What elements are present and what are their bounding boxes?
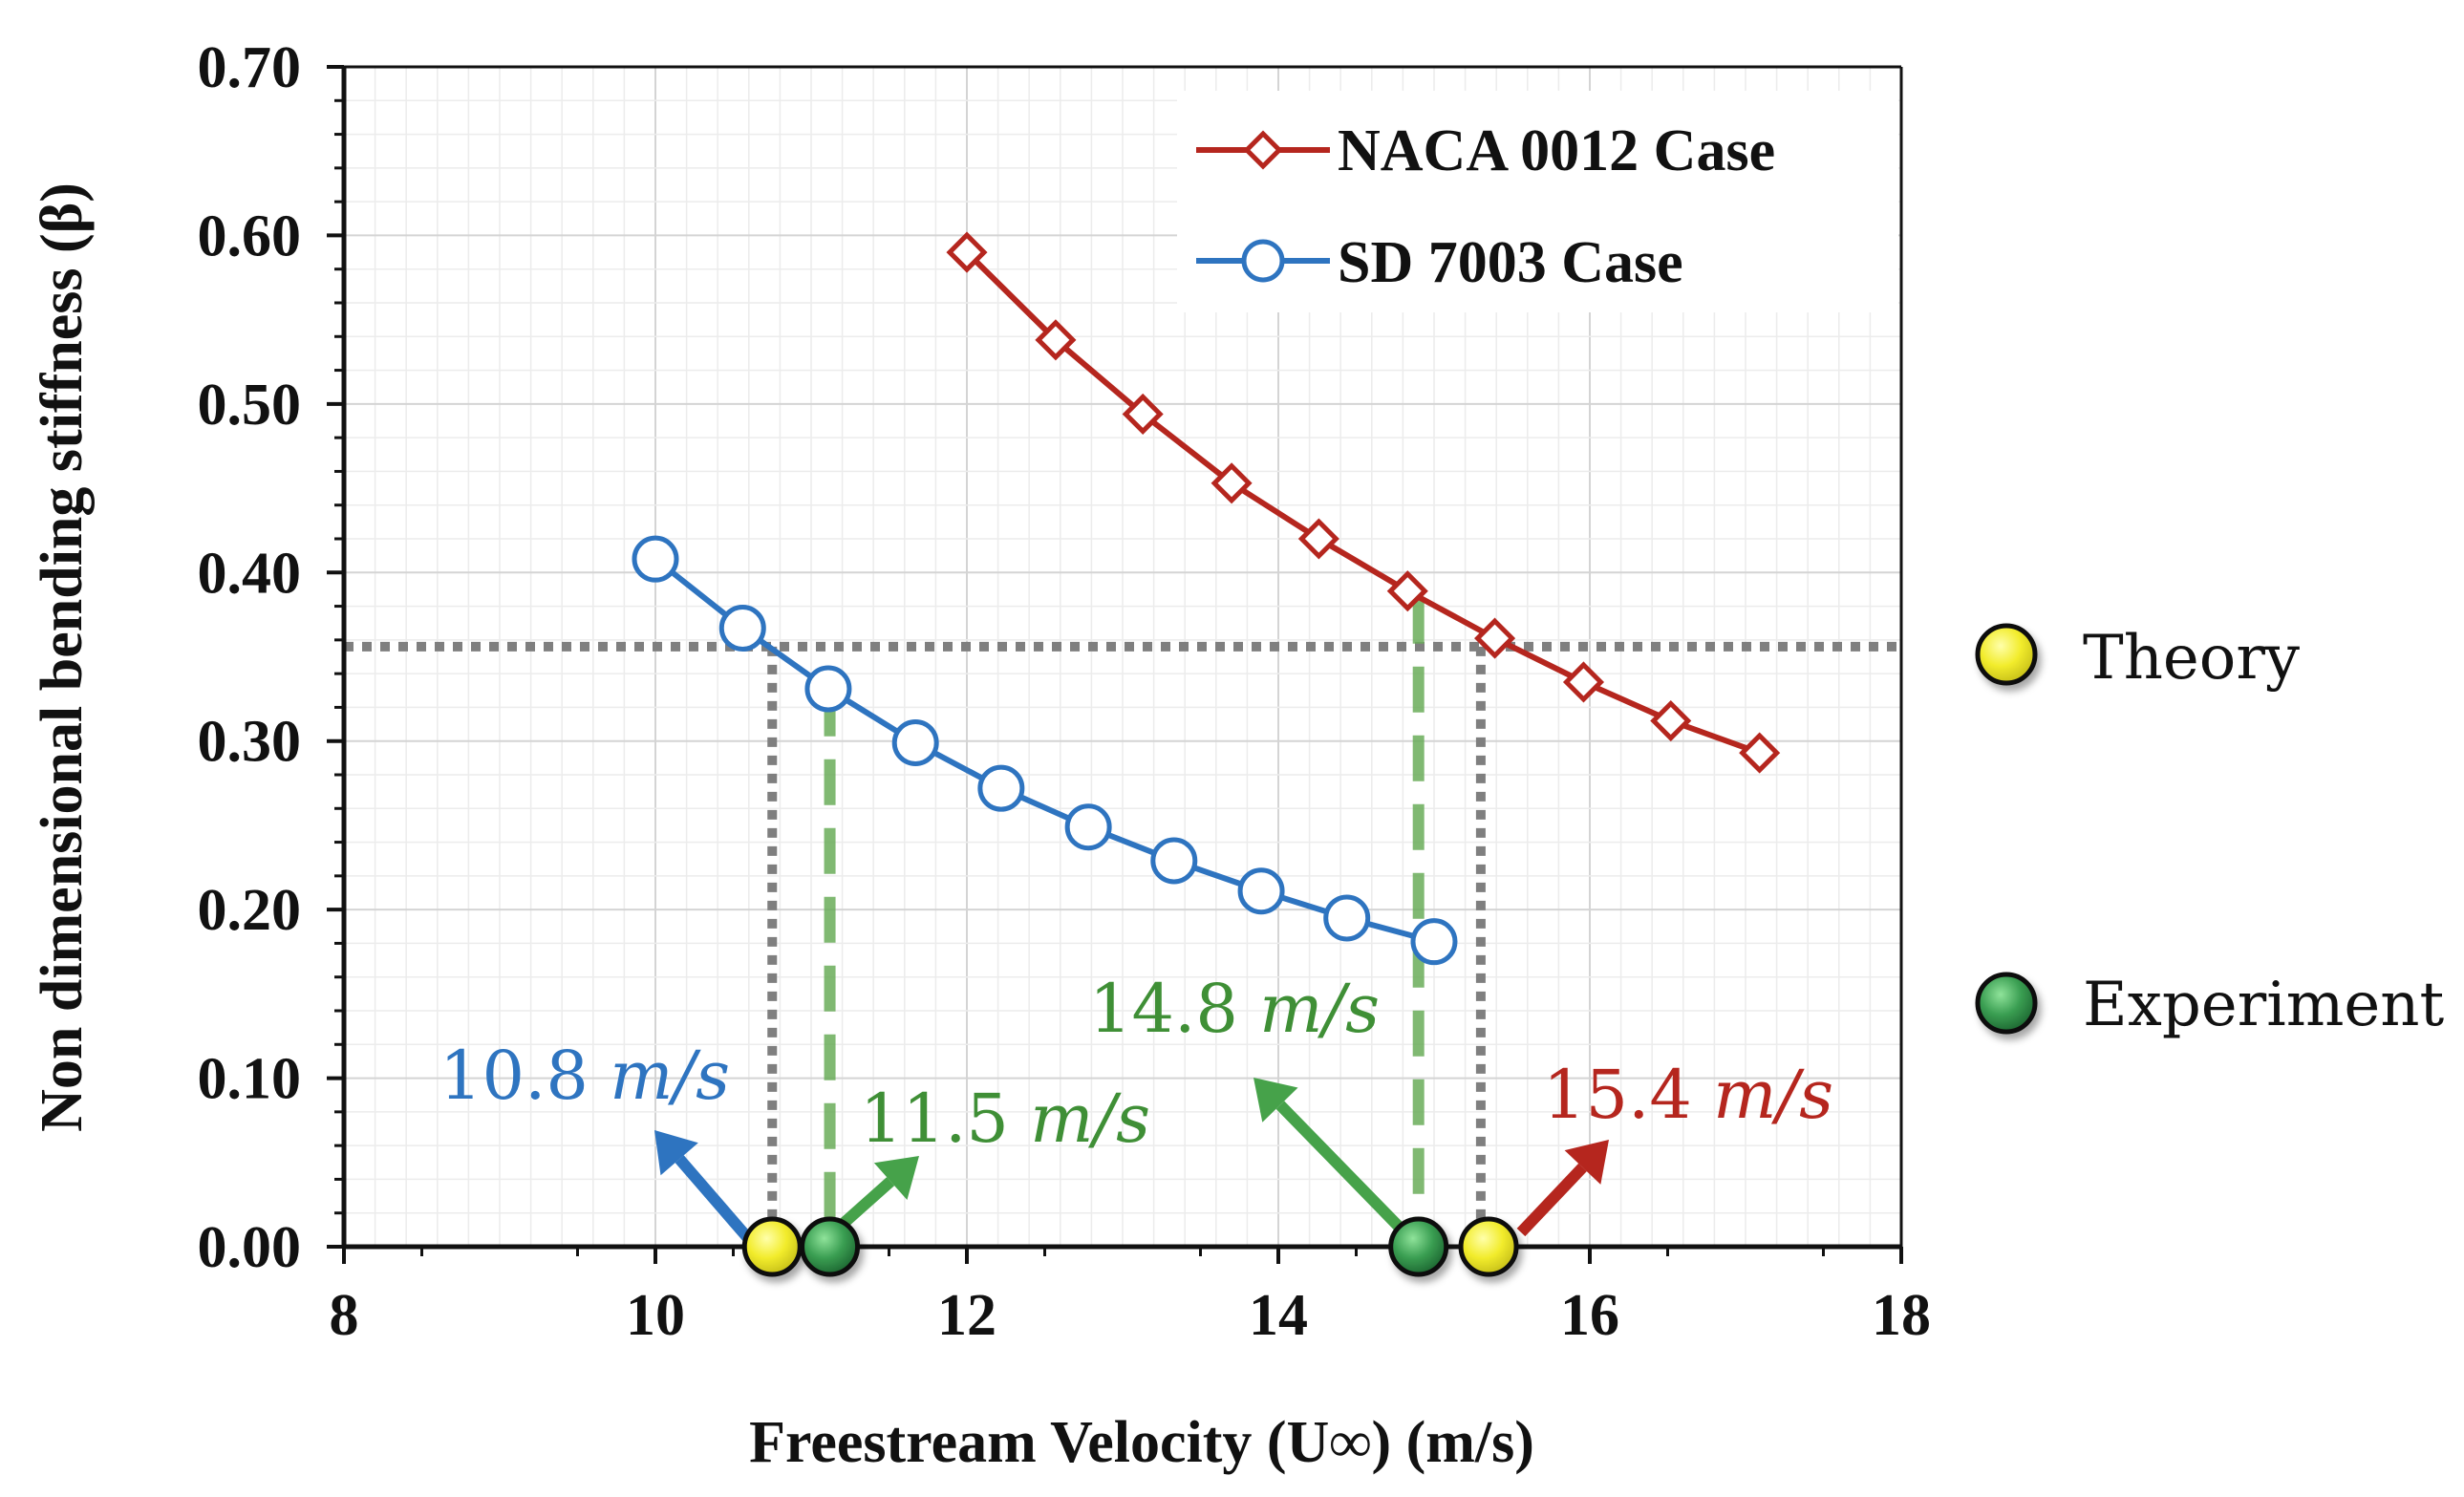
series-layer [632,231,1781,966]
y-tick-label: 0.10 [198,1047,302,1112]
sd-data-point [1410,918,1458,966]
legend-sd-label: SD 7003 Case [1338,230,1683,295]
axes-frame [341,65,1903,1250]
sd-data-point [891,718,939,766]
experiment-legend-label: Experiment [2083,970,2445,1040]
annotation-arrows [654,1078,1609,1241]
legend-entry-sd: SD 7003 Case [1196,230,1683,295]
sd-data-point [1237,867,1285,915]
x-axis-title: Freestream Velocity (U∞) (m/s) [749,1410,1534,1475]
legend-naca-marker [1243,130,1283,170]
x-tick-label: 10 [626,1283,685,1348]
sd-data-point [1323,894,1371,942]
legend-naca-label: NACA 0012 Case [1338,118,1775,183]
reference-lines [344,597,1901,1247]
theory-legend-marker [1975,623,2038,686]
velocity-annotations: 10.8 m/s11.5 m/s14.8 m/s15.4 m/s [439,970,1833,1158]
annotation-arrow-head [654,1130,698,1176]
tick-labels: 8 10 12 14 16 18 0.00 0.10 0.20 0.30 0.40 0.50 0.60 0… [198,35,1932,1348]
annotation-value: 11.5 [860,1080,1030,1158]
velocity-annotation: 14.8 m/s [1089,970,1380,1048]
sd-data-point [1064,803,1112,851]
annotation-value: 14.8 [1089,970,1259,1048]
naca-data-point [946,231,988,273]
naca-data-point [1035,319,1077,361]
y-tick-label: 0.50 [198,373,302,438]
x-tick-label: 12 [937,1283,996,1348]
theory-point [1458,1216,1519,1277]
sd-data-point [1150,837,1198,885]
series-line-sd [653,556,1435,945]
x-tick-label: 18 [1872,1283,1931,1348]
naca-data-point [1650,700,1692,742]
x-tick-label: 14 [1249,1283,1308,1348]
annotation-unit: m/s [1713,1056,1833,1134]
y-tick-label: 0.00 [198,1215,302,1280]
annotation-arrow-shaft [1516,1163,1587,1237]
y-tick-label: 0.70 [198,35,302,100]
annotation-arrow-head [1564,1140,1609,1185]
annotation-arrow-head [1253,1078,1298,1123]
annotation-unit: m/s [610,1037,730,1115]
grid-lines [344,67,1901,1247]
sd-data-point [632,535,679,583]
legend-sd-marker [1241,239,1285,283]
naca-data-point [1211,462,1253,504]
annotation-arrow-shaft [675,1155,752,1241]
naca-data-point [1739,732,1781,774]
annotation-unit: m/s [1030,1080,1150,1158]
velocity-annotation: 15.4 m/s [1543,1056,1833,1134]
theory-point [741,1216,803,1277]
naca-data-point [1386,570,1428,612]
naca-data-point [1297,518,1339,560]
naca-data-point [1474,617,1516,659]
x-tick-label: 16 [1560,1283,1619,1348]
naca-data-point [1122,393,1164,435]
annotation-value: 10.8 [439,1037,610,1115]
sd-data-point [977,764,1025,812]
velocity-annotation: 11.5 m/s [860,1080,1150,1158]
y-tick-label: 0.60 [198,203,302,268]
annotation-arrow-head [873,1156,919,1201]
legend: NACA 0012 Case SD 7003 Case [1177,91,1898,312]
x-tick-label: 8 [330,1283,359,1348]
annotation-unit: m/s [1259,970,1380,1048]
velocity-annotation: 10.8 m/s [439,1037,730,1115]
legend-background [1177,91,1898,312]
sd-data-point [718,605,766,652]
series-line-naca [964,249,1761,756]
experiment-point [1388,1216,1449,1277]
sd-data-point [804,665,852,713]
annotation-arrow-shaft [1275,1101,1407,1235]
experiment-point [800,1216,861,1277]
legend-entry-naca: NACA 0012 Case [1196,118,1775,183]
theory-legend-label: Theory [2083,623,2300,694]
experiment-legend-marker [1975,972,2038,1035]
result-points [741,1216,1519,1277]
point-legend: Theory Experiment [1975,623,2445,1040]
naca-data-point [1562,661,1605,703]
y-tick-label: 0.30 [198,710,302,775]
y-tick-label: 0.40 [198,541,302,606]
y-tick-label: 0.20 [198,878,302,943]
y-axis-title: Non dimensional bending stiffness (β) [30,182,95,1132]
annotation-value: 15.4 [1543,1056,1713,1134]
